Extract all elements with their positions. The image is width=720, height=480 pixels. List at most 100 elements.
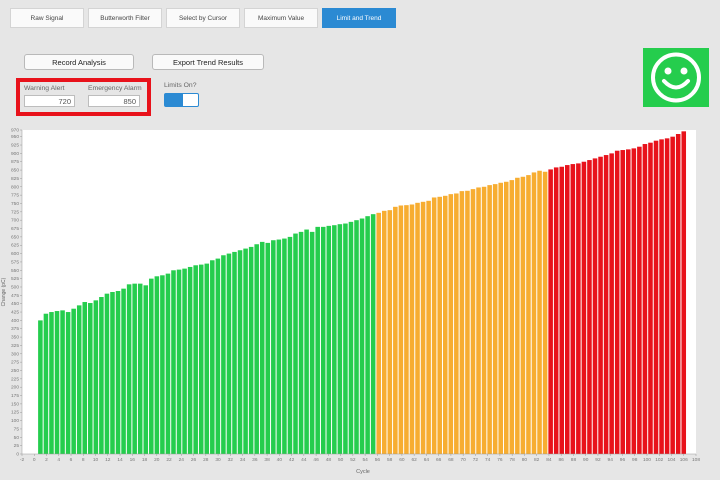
y-tick-label: 575 (11, 259, 19, 265)
bar (415, 202, 420, 454)
bar (476, 187, 481, 454)
bar (592, 158, 598, 454)
y-tick-label: 950 (11, 134, 19, 140)
bar (326, 225, 332, 454)
y-tick-label: 750 (11, 201, 19, 207)
bar-series (38, 131, 687, 455)
y-tick-label: 325 (11, 343, 19, 349)
bar (110, 292, 115, 454)
x-tick-label: 76 (497, 457, 503, 463)
bar (115, 290, 121, 454)
bar (393, 206, 398, 454)
x-tick-label: 30 (215, 457, 221, 463)
bar (171, 270, 176, 454)
y-tick-label: 850 (11, 168, 19, 174)
x-tick-label: 72 (473, 457, 479, 463)
bar (404, 205, 409, 454)
bar (437, 196, 442, 454)
y-tick-label: 775 (11, 193, 19, 199)
bar (193, 265, 198, 454)
bar (287, 236, 293, 454)
limits-toggle-label: Limits On? (164, 82, 197, 89)
bar (542, 171, 548, 455)
x-tick-label: 36 (252, 457, 258, 463)
limits-toggle[interactable] (164, 93, 199, 107)
bar (675, 134, 681, 454)
y-tick-label: 600 (11, 251, 19, 257)
bar (315, 226, 320, 454)
bar (160, 275, 165, 454)
y-tick-label: 675 (11, 226, 19, 232)
x-tick-label: 46 (313, 457, 319, 463)
bar (448, 194, 454, 454)
bar (515, 177, 520, 454)
x-tick-label: 42 (289, 457, 295, 463)
bar (309, 231, 315, 454)
y-tick-label: 450 (11, 301, 19, 307)
x-tick-label: 70 (460, 457, 466, 463)
x-tick-label: 0 (33, 457, 36, 463)
x-tick-label: 56 (375, 457, 381, 463)
x-tick-label: 38 (264, 457, 270, 463)
bar (304, 229, 309, 454)
bar (659, 139, 664, 454)
x-tick-label: 34 (240, 457, 246, 463)
bar (348, 221, 354, 454)
y-tick-label: 500 (11, 284, 19, 290)
bar (232, 251, 237, 454)
bar (99, 297, 104, 454)
x-tick-label: 52 (350, 457, 356, 463)
bar (54, 311, 60, 454)
bar (598, 156, 603, 454)
x-tick-label: 28 (203, 457, 209, 463)
bar (237, 250, 243, 454)
bar (176, 269, 182, 454)
x-tick-label: 58 (387, 457, 393, 463)
bar (381, 210, 387, 454)
bar (337, 224, 343, 454)
tab-select-by-cursor[interactable]: Select by Cursor (166, 8, 240, 28)
x-tick-label: 48 (326, 457, 332, 463)
bar (603, 155, 609, 454)
y-tick-label: 300 (11, 351, 19, 357)
bar (409, 204, 415, 454)
bar (265, 242, 271, 454)
tab-limit-and-trend[interactable]: Limit and Trend (322, 8, 396, 28)
y-tick-label: 400 (11, 318, 19, 324)
bar (204, 263, 210, 454)
bar (576, 163, 581, 454)
x-tick-label: 24 (179, 457, 185, 463)
bar (487, 185, 492, 454)
bar (648, 142, 653, 454)
y-tick-label: 350 (11, 335, 19, 341)
bar (259, 241, 265, 454)
x-tick-label: 90 (583, 457, 589, 463)
y-tick-label: 375 (11, 326, 19, 332)
emergency-alarm-input[interactable]: 850 (88, 95, 140, 107)
y-tick-label: 200 (11, 385, 19, 391)
export-trend-results-button[interactable]: Export Trend Results (152, 54, 264, 70)
bar (609, 153, 614, 454)
record-analysis-button[interactable]: Record Analysis (24, 54, 134, 70)
y-tick-label: 925 (11, 143, 19, 149)
bar (293, 233, 298, 454)
bar (481, 186, 487, 454)
tab-maximum-value[interactable]: Maximum Value (244, 8, 318, 28)
limits-highlight-box (16, 78, 151, 116)
bar (503, 181, 509, 454)
x-tick-label: 108 (692, 457, 700, 463)
tab-raw-signal[interactable]: Raw Signal (10, 8, 84, 28)
tab-butterworth-filter[interactable]: Butterworth Filter (88, 8, 162, 28)
bar (509, 180, 515, 454)
bar (104, 293, 110, 454)
y-tick-label: 75 (14, 426, 20, 432)
bar (531, 172, 537, 454)
bar (248, 246, 254, 454)
bar (343, 223, 348, 454)
x-tick-label: 94 (608, 457, 614, 463)
warning-alert-input[interactable]: 720 (24, 95, 75, 107)
x-tick-label: 106 (680, 457, 688, 463)
bar (492, 184, 498, 455)
bar (38, 320, 43, 454)
smiley-face-icon (651, 52, 701, 103)
